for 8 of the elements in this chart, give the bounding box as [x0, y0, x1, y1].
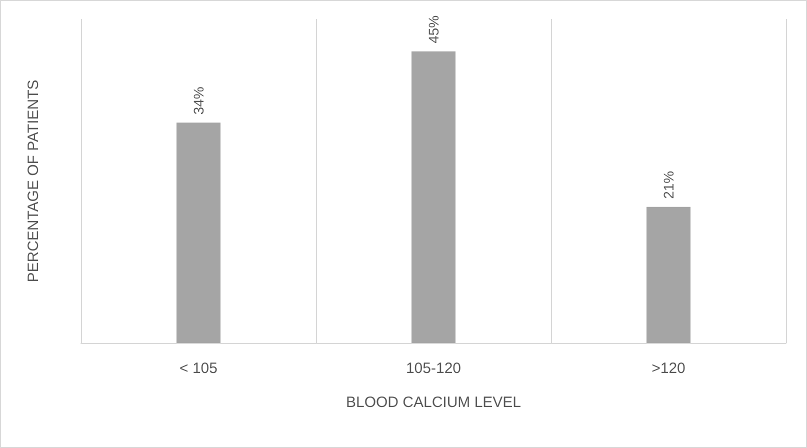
- data-label: 21%: [660, 170, 676, 199]
- x-tick-label: >120: [652, 360, 686, 377]
- y-axis-title: PERCENTAGE OF PATIENTS: [25, 80, 42, 282]
- x-axis-title: BLOOD CALCIUM LEVEL: [346, 394, 522, 411]
- data-label: 45%: [426, 15, 442, 44]
- x-tick-label: 105-120: [406, 360, 462, 377]
- data-label: 34%: [190, 86, 206, 115]
- x-tick-label: < 105: [180, 360, 218, 377]
